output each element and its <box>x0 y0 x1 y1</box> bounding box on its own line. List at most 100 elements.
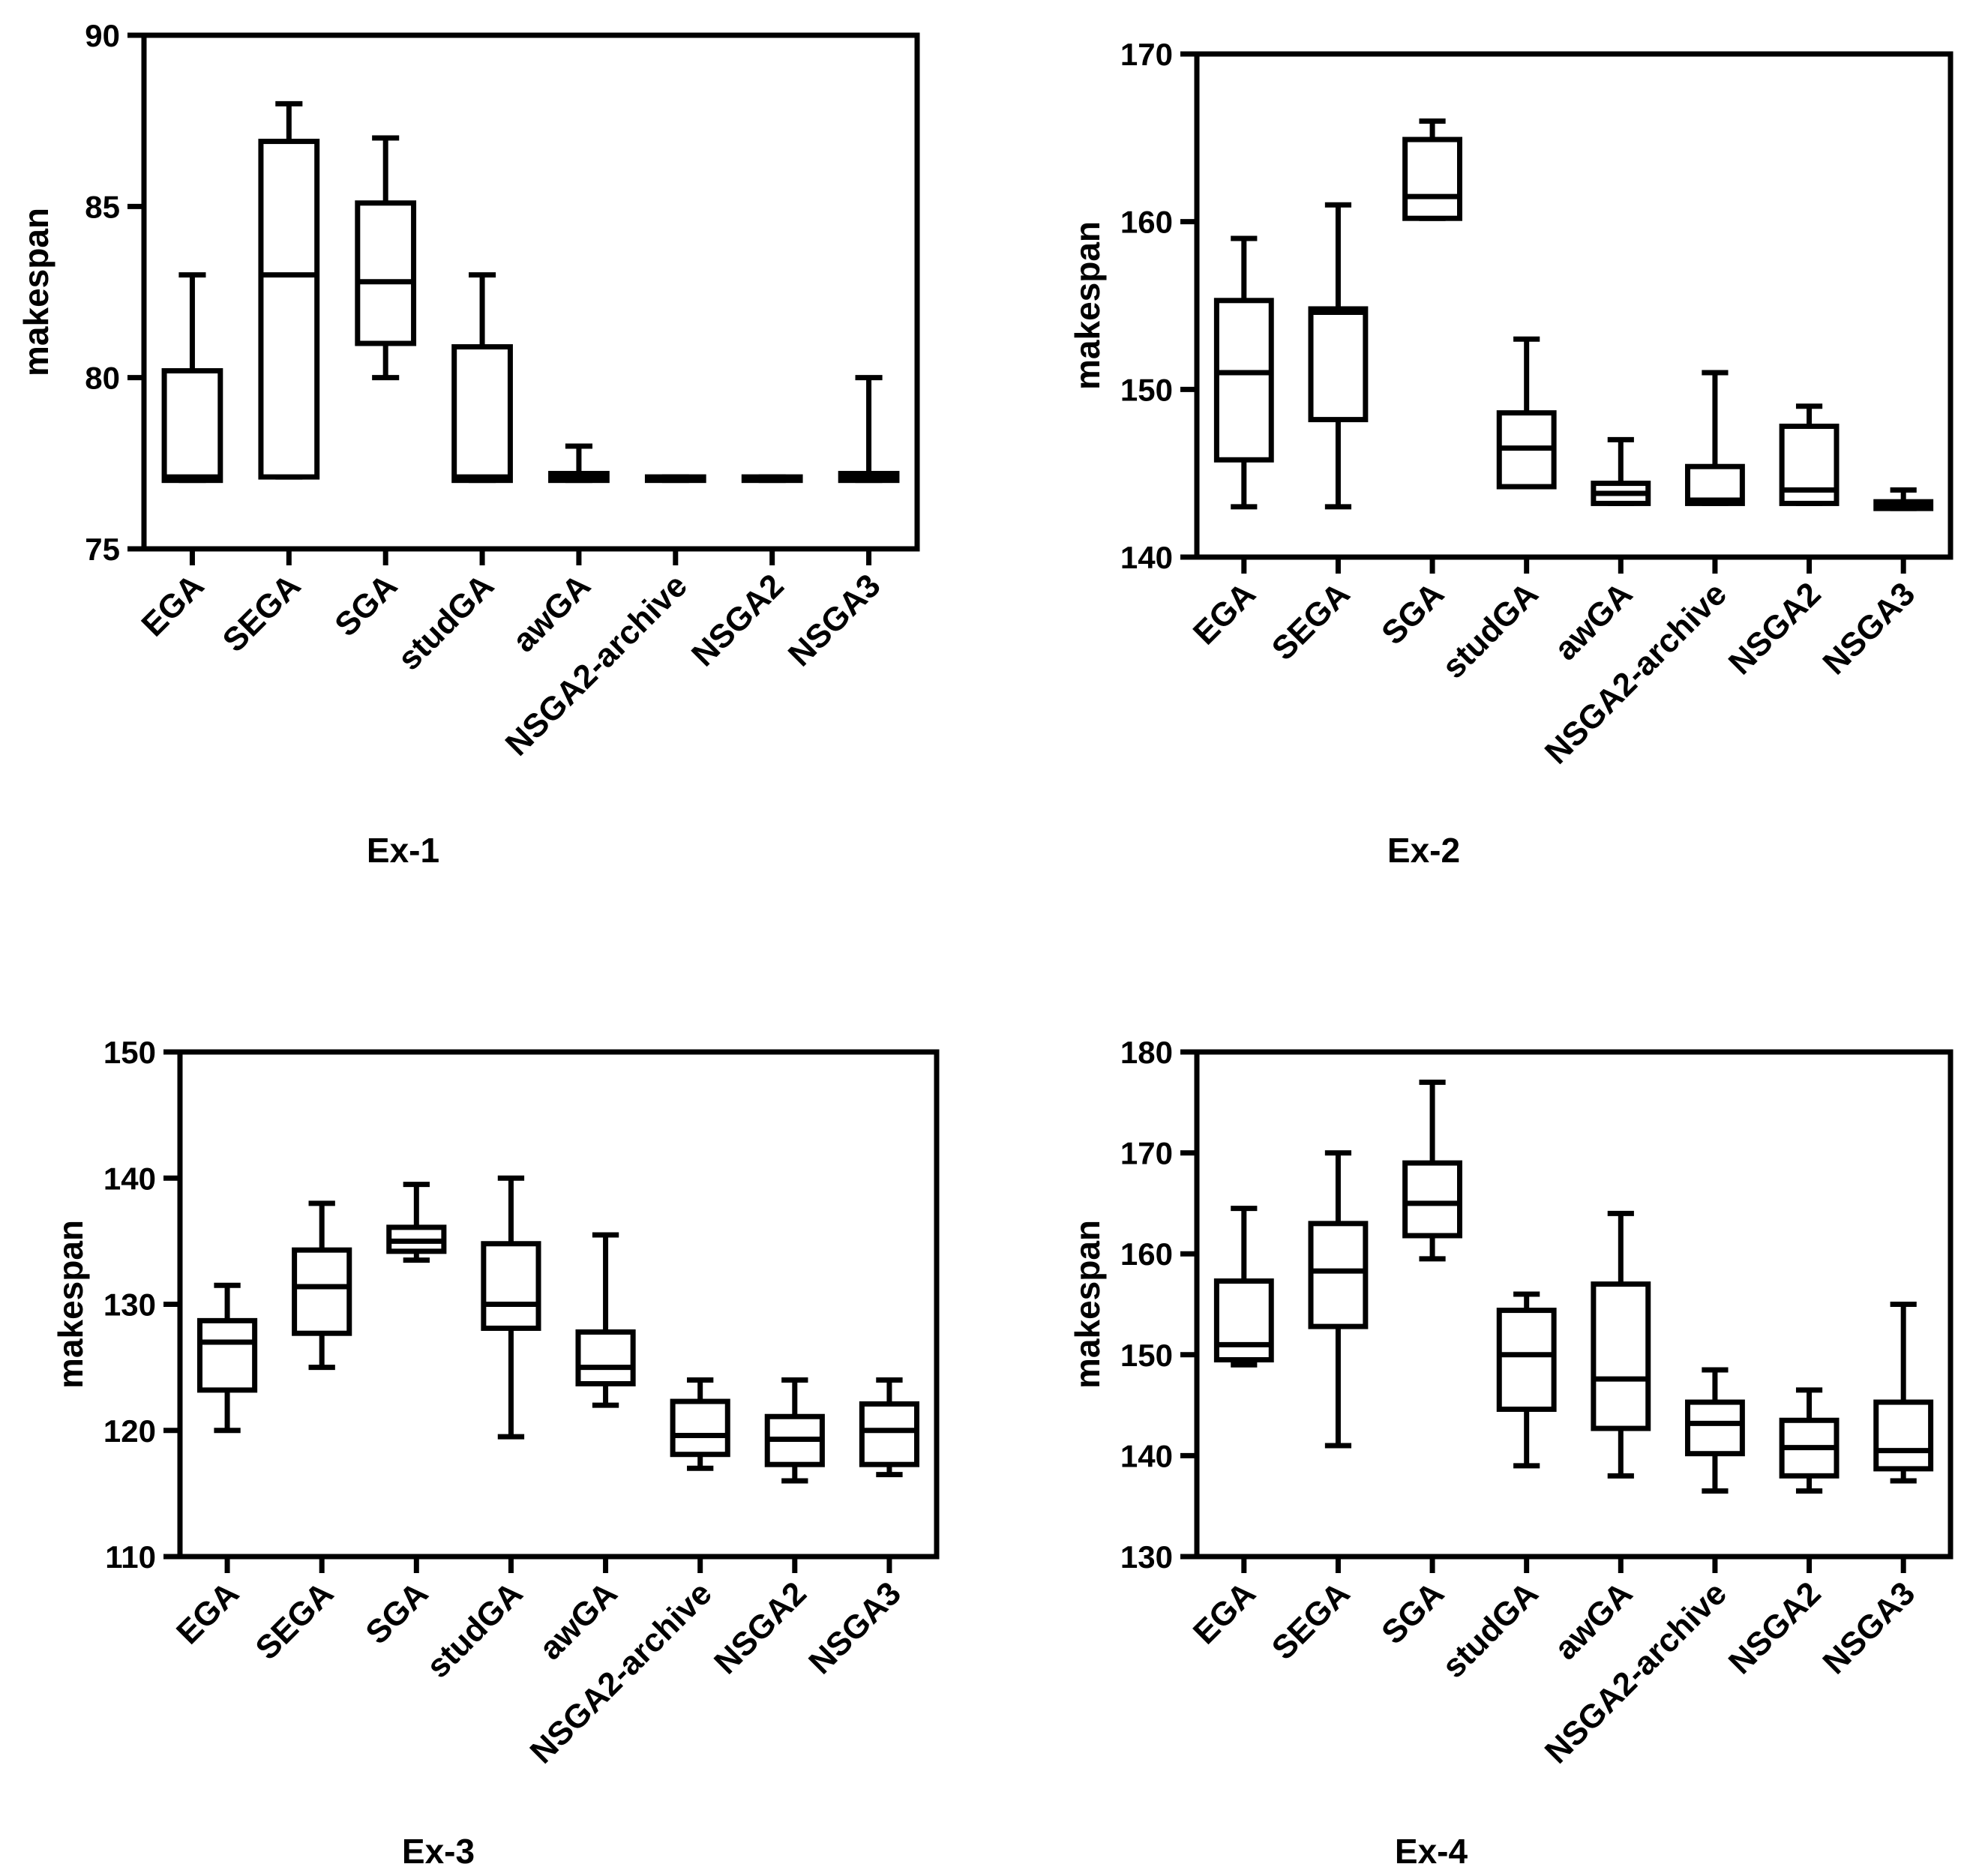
iqr-box <box>1402 136 1462 221</box>
x-tick-label: NSGA3 <box>781 567 888 673</box>
box-NSGA2 <box>1779 403 1840 506</box>
box-awGA <box>575 1232 636 1408</box>
plot-frame <box>1194 51 1954 560</box>
x-tick-label: EGA <box>1186 575 1263 652</box>
y-tick-label: 170 <box>1120 37 1173 72</box>
y-tick-label: 140 <box>1120 540 1173 575</box>
y-tick-label: 130 <box>103 1287 156 1323</box>
x-tick-label: NSGA2-archive <box>499 567 694 763</box>
x-tick-label: studGA <box>420 1575 530 1685</box>
y-axis-label: makespan <box>16 208 55 376</box>
x-tick-label: awGA <box>505 567 598 659</box>
box-SEGA <box>292 1200 352 1371</box>
x-tick-label: SEGA <box>1265 575 1357 667</box>
box-awGA <box>548 443 610 484</box>
box-NSGA2-archive <box>644 474 706 484</box>
y-tick-label: 85 <box>85 189 120 224</box>
y-tick-label: 130 <box>1120 1539 1173 1575</box>
box-NSGA3 <box>1873 487 1934 511</box>
box-EGA <box>1213 235 1274 510</box>
y-tick-label: 170 <box>1120 1136 1173 1171</box>
box-NSGA2 <box>741 474 803 484</box>
box-NSGA2-archive <box>1685 370 1745 506</box>
y-axis-label: makespan <box>1068 1220 1107 1389</box>
x-tick-label: EGA <box>134 567 211 643</box>
x-tick-label: EGA <box>1186 1575 1263 1651</box>
x-tick-label: awGA <box>532 1575 625 1667</box>
x-tick-label: NSGA3 <box>802 1575 908 1681</box>
x-tick-label: studGA <box>1435 1575 1546 1685</box>
plot-frame <box>141 32 920 552</box>
y-axis-label: makespan <box>1068 221 1107 390</box>
iqr-box <box>196 1317 258 1393</box>
box-studGA <box>481 1175 541 1440</box>
iqr-box <box>859 1401 920 1467</box>
x-tick-label: NSGA3 <box>1816 575 1922 682</box>
y-tick-label: 140 <box>1120 1438 1173 1473</box>
x-tick-label: awGA <box>1548 1575 1640 1667</box>
panel-caption: Ex-2 <box>1387 831 1460 870</box>
iqr-box <box>481 1241 541 1331</box>
box-SGA <box>386 1182 447 1263</box>
y-tick-label: 150 <box>103 1035 156 1070</box>
x-tick-label: studGA <box>1435 575 1546 685</box>
iqr-box <box>292 1247 352 1336</box>
chart-panel-4: 130 140 150 160 170 180 makespan EGA SEGA SGAstud… <box>1068 1035 1954 1871</box>
box-EGA <box>196 1282 258 1434</box>
plot-frame <box>1194 1049 1954 1560</box>
iqr-box <box>258 139 320 480</box>
iqr-box <box>1308 306 1369 423</box>
x-tick-label: studGA <box>391 567 501 677</box>
iqr-box <box>161 368 223 484</box>
box-awGA <box>1591 436 1651 506</box>
x-tick-label: SGA <box>358 1575 435 1651</box>
y-tick-label: 120 <box>103 1413 156 1449</box>
box-SGA <box>1402 1079 1462 1262</box>
x-tick-label: SEGA <box>216 567 308 659</box>
iqr-box <box>1685 1399 1745 1457</box>
iqr-box <box>575 1329 636 1386</box>
iqr-box <box>670 1398 730 1458</box>
y-tick-label: 150 <box>1120 1338 1173 1373</box>
y-tick-label: 75 <box>85 532 120 567</box>
iqr-box <box>1213 298 1274 463</box>
iqr-box <box>1402 1160 1462 1239</box>
y-tick-label: 110 <box>105 1539 156 1575</box>
x-tick-label: NSGA3 <box>1816 1575 1922 1681</box>
iqr-box <box>355 200 417 346</box>
iqr-box <box>1873 1399 1934 1472</box>
x-tick-label: NSGA2 <box>1722 1575 1828 1681</box>
box-NSGA3 <box>859 1377 920 1478</box>
box-NSGA2 <box>1779 1387 1840 1494</box>
box-NSGA2 <box>764 1377 825 1484</box>
box-studGA <box>1496 1291 1557 1469</box>
y-tick-label: 150 <box>1120 372 1173 407</box>
box-NSGA3 <box>838 375 900 484</box>
box-studGA <box>451 272 513 484</box>
iqr-box <box>1591 1281 1651 1431</box>
x-tick-label: NSGA2 <box>1722 575 1828 682</box>
panel-caption: Ex-1 <box>367 831 439 870</box>
x-tick-label: SEGA <box>248 1575 340 1667</box>
y-tick-label: 160 <box>1120 1236 1173 1272</box>
box-studGA <box>1496 336 1557 490</box>
y-tick-label: 160 <box>1120 205 1173 240</box>
x-tick-label: SGA <box>328 567 404 643</box>
box-SGA <box>355 135 417 381</box>
panel-caption: Ex-4 <box>1395 1832 1468 1871</box>
y-axis-label: makespan <box>51 1220 90 1389</box>
box-SGA <box>1402 118 1462 221</box>
box-NSGA2-archive <box>1685 1367 1745 1494</box>
iqr-box <box>1496 1308 1557 1412</box>
x-tick-label: NSGA2-archive <box>523 1575 719 1770</box>
box-NSGA2-archive <box>670 1377 730 1471</box>
x-tick-label: EGA <box>169 1575 246 1651</box>
x-tick-label: NSGA2 <box>707 1575 814 1681</box>
iqr-box <box>1685 463 1745 506</box>
box-SEGA <box>258 100 320 480</box>
x-tick-label: awGA <box>1548 575 1640 667</box>
x-tick-label: SEGA <box>1265 1575 1357 1667</box>
iqr-box <box>451 344 513 484</box>
box-EGA <box>161 272 223 484</box>
